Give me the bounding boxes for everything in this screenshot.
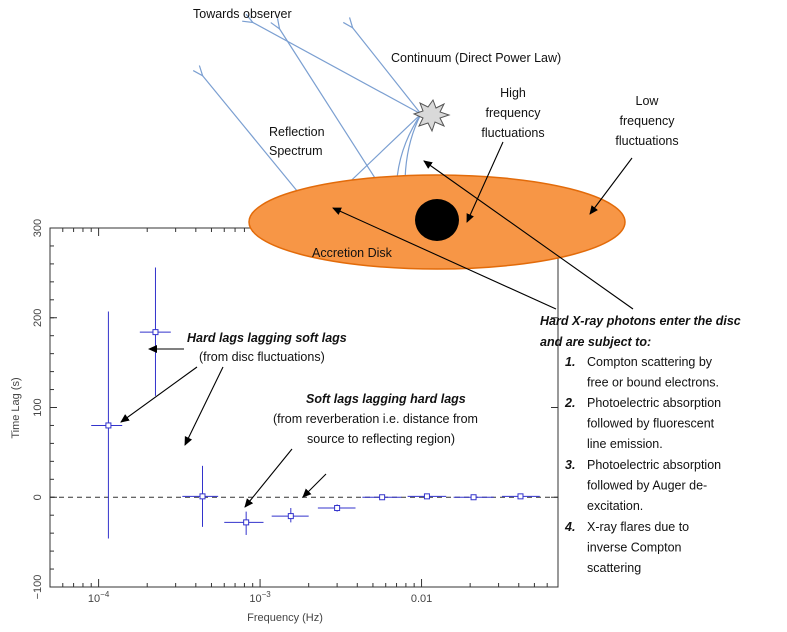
point-marker [287, 513, 294, 520]
continuum-label: Continuum (Direct Power Law) [391, 51, 561, 65]
arrow-high-freq [466, 141, 504, 223]
point-marker [470, 494, 477, 501]
point-marker [517, 493, 524, 500]
list-item-text: inverse Compton [587, 541, 682, 555]
data-point [224, 511, 264, 535]
hard-xray-heading-2: and are subject to: [540, 335, 651, 349]
list-item-text: Photoelectric absorption [587, 396, 721, 410]
x-tick-label: 0.01 [411, 593, 432, 605]
arrow-hard-xray-to-flare [423, 160, 634, 310]
data-point [502, 493, 540, 500]
low-frequency-label-1: Low [636, 94, 660, 108]
data-points [91, 267, 540, 539]
ray-to-disk-right [404, 113, 422, 186]
y-tick-label: 100 [32, 398, 44, 416]
data-point [453, 494, 494, 501]
xray-flare-icon [412, 98, 451, 133]
y-axis-label: Time Lag (s) [10, 377, 22, 438]
list-item-text: excitation. [587, 499, 643, 513]
soft-lags-subtitle-2: source to reflecting region) [307, 432, 455, 446]
reflection-label-2: Spectrum [269, 144, 323, 158]
high-frequency-label-3: fluctuations [481, 126, 544, 140]
data-point [91, 311, 123, 539]
hard-lags-title: Hard lags lagging soft lags [187, 331, 347, 345]
list-item-text: free or bound electrons. [587, 376, 719, 390]
x-tick-label: 10−3 [249, 590, 271, 605]
soft-lags-subtitle-1: (from reverberation i.e. distance from [273, 412, 478, 426]
accretion-disk-label: Accretion Disk [312, 246, 393, 260]
list-item-text: followed by fluorescent [587, 417, 715, 431]
arrow-low-freq [589, 157, 633, 215]
list-item-number: 4. [564, 520, 575, 534]
ray-direct-2 [352, 27, 422, 115]
y-tick-label: 200 [32, 309, 44, 327]
plot-frame [49, 227, 559, 588]
y-tick-label: −100 [32, 575, 44, 600]
soft-lags-title: Soft lags lagging hard lags [306, 392, 466, 406]
data-point [317, 504, 356, 512]
y-tick-label: 0 [32, 494, 44, 500]
point-marker [243, 519, 250, 526]
low-frequency-label-3: fluctuations [615, 134, 678, 148]
list-item-number: 3. [565, 458, 575, 472]
point-marker [334, 505, 341, 512]
list-item-text: X-ray flares due to [587, 520, 689, 534]
list-item-text: Compton scattering by [587, 355, 713, 369]
y-axis-ticks: −100 0 100 200 300 [32, 219, 558, 600]
low-frequency-label-2: frequency [620, 114, 676, 128]
arrow-soft-lags-1 [244, 448, 293, 508]
process-list: 1. Compton scattering by free or bound ele… [564, 355, 721, 575]
arrow-hard-lags-3 [184, 366, 224, 446]
data-point [182, 465, 219, 527]
arrow-hard-lags-2 [120, 366, 198, 423]
reflection-label-1: Reflection [269, 125, 325, 139]
lag-chart: −100 0 100 200 300 10−4 10−3 0.01 Frequency (H… [10, 219, 559, 624]
list-item-text: followed by Auger de- [587, 479, 707, 493]
x-tick-label: 10−4 [88, 590, 110, 605]
point-marker [105, 422, 112, 429]
data-point [139, 267, 171, 396]
hard-xray-heading-1: Hard X-ray photons enter the disc [540, 314, 741, 328]
x-axis-label: Frequency (Hz) [247, 612, 323, 624]
point-marker [423, 493, 430, 500]
black-hole [415, 199, 459, 241]
arrow-hard-xray-to-disk [332, 207, 557, 310]
high-frequency-label-2: frequency [486, 106, 542, 120]
hard-lags-subtitle: (from disc fluctuations) [199, 350, 325, 364]
y-tick-label: 300 [32, 219, 44, 237]
towards-observer-label: Towards observer [193, 7, 292, 21]
high-frequency-label-1: High [500, 86, 526, 100]
list-item-text: scattering [587, 561, 641, 575]
data-point [362, 494, 402, 501]
point-marker [152, 329, 159, 336]
point-marker [199, 493, 206, 500]
list-item-number: 1. [565, 355, 575, 369]
annotation-arrows [120, 141, 634, 508]
x-axis-ticks: 10−4 10−3 0.01 [49, 228, 559, 605]
ray-direct-1 [252, 22, 422, 115]
arrow-soft-lags-2 [302, 473, 327, 498]
data-point [271, 508, 309, 523]
list-item-text: line emission. [587, 437, 663, 451]
list-item-number: 2. [564, 396, 575, 410]
list-item-text: Photoelectric absorption [587, 458, 721, 472]
point-marker [379, 494, 386, 501]
data-point [407, 493, 447, 500]
